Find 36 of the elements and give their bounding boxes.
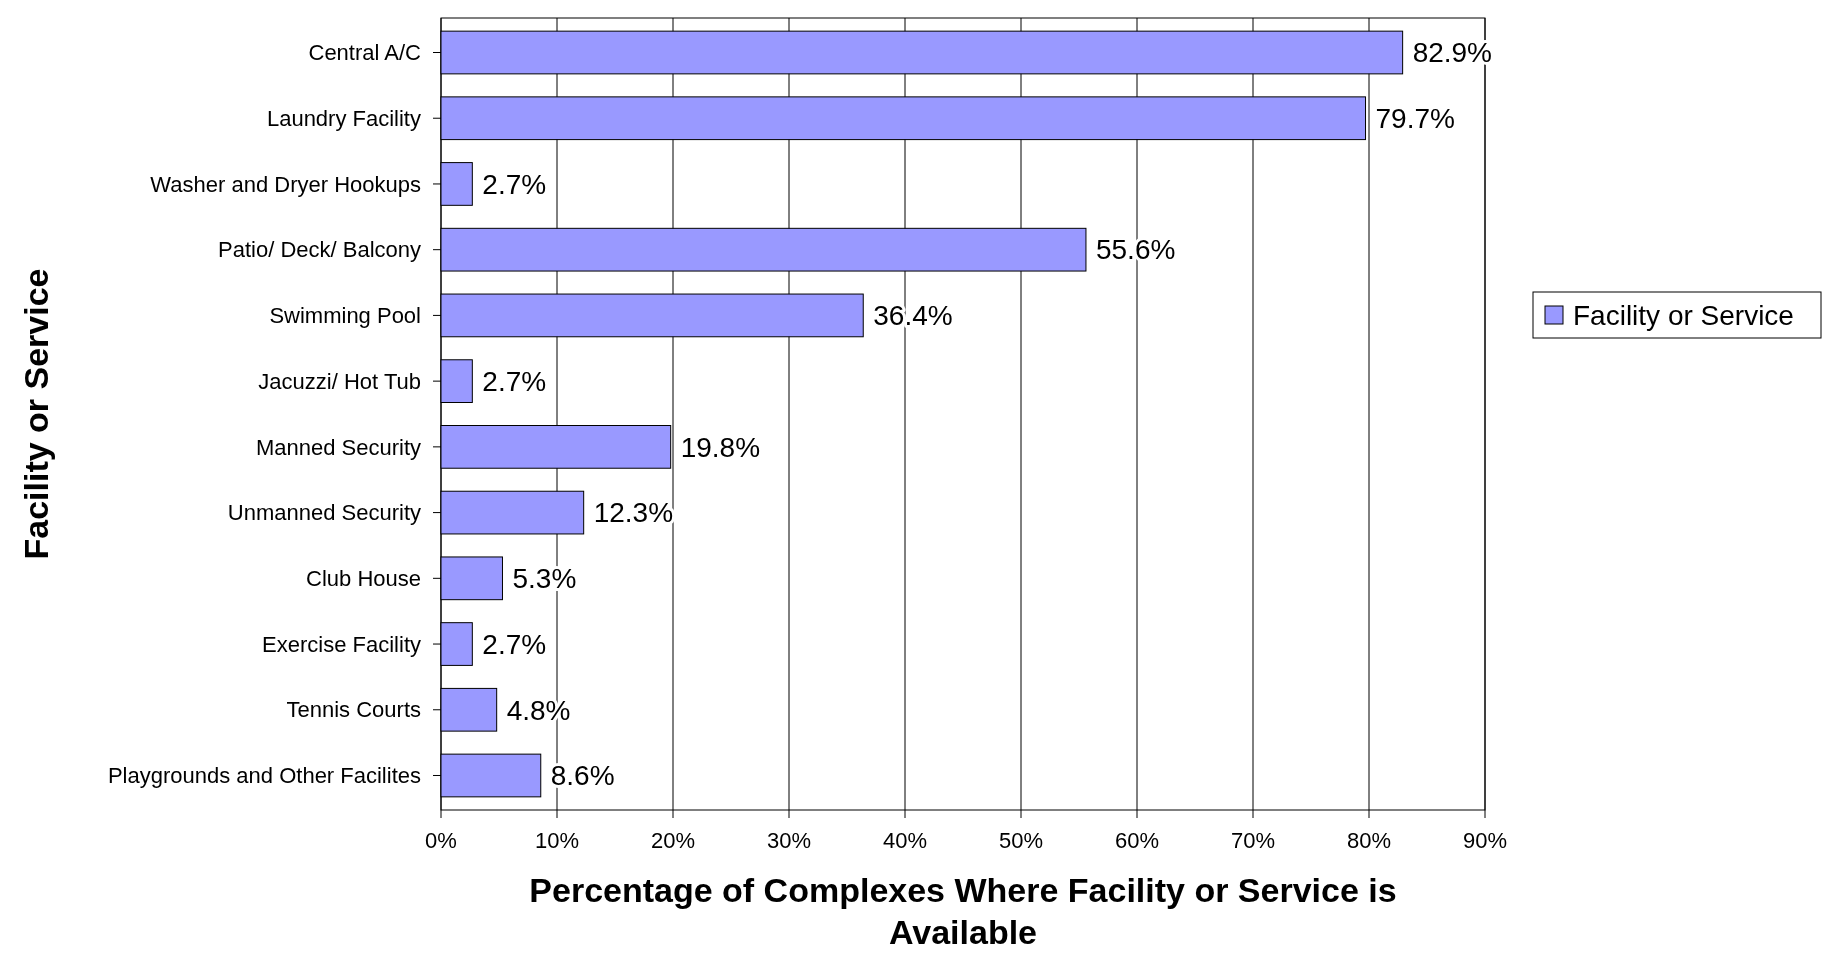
x-tick-label: 80% — [1346, 828, 1392, 853]
x-tick-label: 60% — [1114, 828, 1160, 853]
x-tick-label: 40% — [882, 828, 928, 853]
y-axis-title: Facility or Service — [17, 268, 55, 560]
y-tick-label: Patio/ Deck/ Balcony — [218, 237, 421, 263]
y-tick-label: Exercise Facility — [262, 631, 421, 657]
y-tick-label: Unmanned Security — [227, 500, 421, 526]
data-label: 79.7% — [1375, 103, 1455, 135]
y-tick-label: Washer and Dryer Hookups — [150, 171, 421, 197]
data-label: 5.3% — [512, 563, 577, 595]
x-tick-label: 70% — [1230, 828, 1276, 853]
data-label: 4.8% — [506, 694, 571, 726]
data-label: 12.3% — [593, 497, 674, 529]
x-tick-label: 0% — [425, 828, 457, 853]
data-label: 19.8% — [680, 431, 761, 463]
data-label: 2.7% — [482, 365, 547, 397]
data-label: 55.6% — [1095, 234, 1176, 266]
x-tick-label: 30% — [766, 828, 812, 853]
y-tick-label: Jacuzzi/ Hot Tub — [258, 368, 421, 394]
x-tick-label: 10% — [534, 828, 580, 853]
x-tick-label: 20% — [650, 828, 696, 853]
data-label: 2.7% — [482, 168, 547, 200]
y-tick-label: Playgrounds and Other Facilites — [107, 763, 421, 789]
data-label: 2.7% — [482, 628, 547, 660]
y-tick-label: Club House — [306, 566, 421, 592]
legend-label: Facility or Service — [1573, 299, 1794, 331]
y-tick-label: Central A/C — [308, 40, 422, 66]
y-tick-label: Manned Security — [255, 434, 421, 460]
data-label: 36.4% — [873, 300, 953, 332]
x-axis-title: Percentage of Complexes Where Facility or Service is Available — [529, 871, 1397, 951]
x-tick-label: 90% — [1462, 828, 1508, 853]
x-tick-label: 50% — [998, 828, 1044, 853]
y-tick-label: Laundry Facility — [266, 105, 421, 131]
y-tick-label: Swimming Pool — [269, 303, 421, 329]
data-label: 8.6% — [550, 760, 615, 792]
y-tick-label: Tennis Courts — [286, 697, 421, 723]
